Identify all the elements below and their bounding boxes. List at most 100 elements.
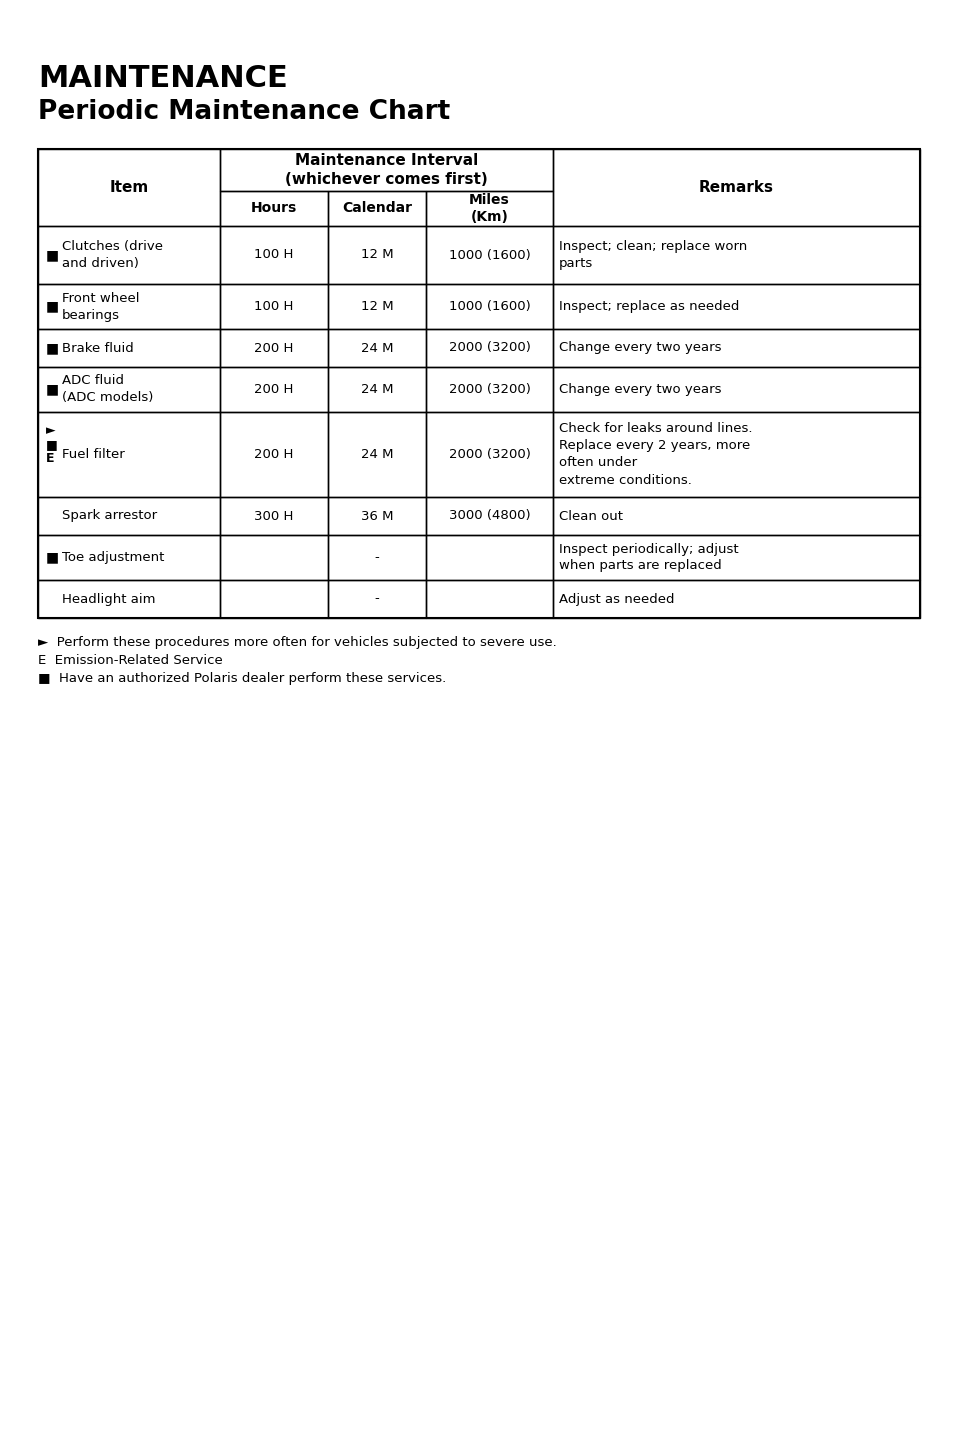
Text: Fuel filter: Fuel filter (62, 448, 125, 461)
Text: ■: ■ (46, 342, 59, 355)
Text: ■  Have an authorized Polaris dealer perform these services.: ■ Have an authorized Polaris dealer perf… (38, 672, 446, 685)
Bar (426, 366, 553, 411)
Text: 36 M: 36 M (360, 509, 393, 522)
Bar (38, 497, 220, 535)
Text: Inspect; replace as needed: Inspect; replace as needed (558, 300, 739, 313)
Text: Maintenance Interval
(whichever comes first): Maintenance Interval (whichever comes fi… (285, 153, 487, 188)
Bar (553, 148, 919, 225)
Text: Spark arrestor: Spark arrestor (62, 509, 157, 522)
Bar (426, 580, 553, 618)
Text: Change every two years: Change every two years (558, 342, 720, 355)
Bar (220, 411, 328, 497)
Text: -: - (375, 551, 379, 564)
Bar (38, 148, 919, 618)
Bar (328, 580, 426, 618)
Text: 24 M: 24 M (360, 382, 393, 395)
Text: 2000 (3200): 2000 (3200) (448, 448, 530, 461)
Text: -: - (375, 592, 379, 605)
Bar (553, 329, 919, 366)
Text: 2000 (3200): 2000 (3200) (448, 342, 530, 355)
Text: ADC fluid
(ADC models): ADC fluid (ADC models) (62, 375, 153, 404)
Bar (38, 284, 220, 329)
Bar (553, 535, 919, 580)
Bar (553, 284, 919, 329)
Text: Remarks: Remarks (699, 180, 773, 195)
Bar (328, 497, 426, 535)
Bar (553, 497, 919, 535)
Text: ■: ■ (46, 551, 59, 564)
Bar (328, 329, 426, 366)
Text: ►: ► (46, 425, 55, 438)
Text: ■: ■ (46, 438, 58, 451)
Text: Inspect; clean; replace worn
parts: Inspect; clean; replace worn parts (558, 240, 746, 270)
Text: 200 H: 200 H (254, 382, 294, 395)
Text: Check for leaks around lines.
Replace every 2 years, more
often under
extreme co: Check for leaks around lines. Replace ev… (558, 423, 752, 487)
Bar (38, 411, 220, 497)
Text: 3000 (4800): 3000 (4800) (448, 509, 530, 522)
Text: 200 H: 200 H (254, 448, 294, 461)
Bar (38, 225, 220, 284)
Text: 24 M: 24 M (360, 448, 393, 461)
Text: Brake fluid: Brake fluid (62, 342, 133, 355)
Text: 2000 (3200): 2000 (3200) (448, 382, 530, 395)
Text: Item: Item (110, 180, 149, 195)
Bar (426, 190, 553, 225)
Bar (220, 497, 328, 535)
Bar (426, 535, 553, 580)
Text: 100 H: 100 H (254, 300, 294, 313)
Bar (220, 535, 328, 580)
Text: ■: ■ (46, 300, 59, 314)
Bar (426, 284, 553, 329)
Bar (38, 148, 220, 225)
Bar (426, 497, 553, 535)
Text: Toe adjustment: Toe adjustment (62, 551, 164, 564)
Bar (328, 284, 426, 329)
Bar (328, 225, 426, 284)
Text: Miles
(Km): Miles (Km) (469, 193, 509, 224)
Text: Change every two years: Change every two years (558, 382, 720, 395)
Text: 24 M: 24 M (360, 342, 393, 355)
Text: ■: ■ (46, 382, 59, 397)
Bar (328, 535, 426, 580)
Bar (553, 366, 919, 411)
Bar (220, 580, 328, 618)
Text: Adjust as needed: Adjust as needed (558, 592, 674, 605)
Bar (553, 580, 919, 618)
Bar (38, 366, 220, 411)
Bar (328, 411, 426, 497)
Text: ■: ■ (46, 249, 59, 262)
Text: E: E (46, 452, 54, 465)
Text: 1000 (1600): 1000 (1600) (448, 249, 530, 262)
Bar (328, 190, 426, 225)
Text: 100 H: 100 H (254, 249, 294, 262)
Text: 1000 (1600): 1000 (1600) (448, 300, 530, 313)
Text: Front wheel
bearings: Front wheel bearings (62, 291, 139, 321)
Text: MAINTENANCE: MAINTENANCE (38, 64, 288, 93)
Text: Periodic Maintenance Chart: Periodic Maintenance Chart (38, 99, 450, 125)
Text: 12 M: 12 M (360, 249, 393, 262)
Bar (220, 190, 328, 225)
Bar (426, 225, 553, 284)
Bar (220, 284, 328, 329)
Text: Clean out: Clean out (558, 509, 622, 522)
Bar (426, 411, 553, 497)
Bar (38, 535, 220, 580)
Text: 12 M: 12 M (360, 300, 393, 313)
Bar (328, 366, 426, 411)
Bar (220, 366, 328, 411)
Bar (220, 329, 328, 366)
Bar (426, 329, 553, 366)
Text: Inspect periodically; adjust
when parts are replaced: Inspect periodically; adjust when parts … (558, 542, 738, 573)
Text: E  Emission-Related Service: E Emission-Related Service (38, 654, 222, 667)
Text: Headlight aim: Headlight aim (62, 592, 155, 605)
Text: Clutches (drive
and driven): Clutches (drive and driven) (62, 240, 163, 270)
Bar (553, 225, 919, 284)
Text: Hours: Hours (251, 202, 296, 215)
Bar (220, 225, 328, 284)
Bar (38, 580, 220, 618)
Bar (38, 329, 220, 366)
Text: 300 H: 300 H (254, 509, 294, 522)
Text: 200 H: 200 H (254, 342, 294, 355)
Text: ►  Perform these procedures more often for vehicles subjected to severe use.: ► Perform these procedures more often fo… (38, 635, 557, 648)
Text: Calendar: Calendar (341, 202, 412, 215)
